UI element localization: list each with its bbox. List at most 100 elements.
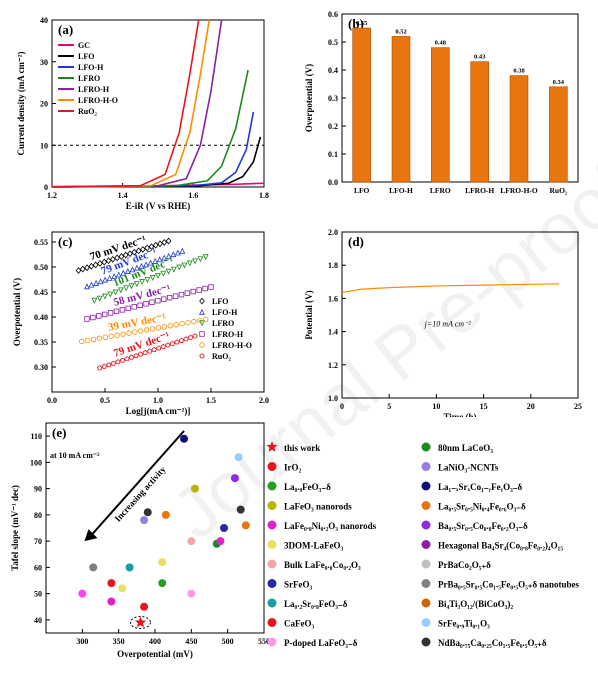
data-point [118,584,127,593]
x-tick-label: LFO-H [389,186,413,195]
data-point [144,244,150,252]
y-tick-label: 0.30 [34,363,48,372]
data-point [123,285,130,292]
data-point [131,248,138,256]
panel-d-stability-chart: 0 5 10 15 20 25 1.0 1.2 1.4 1.6 1.8 2.0 Time (h) Pote… [304,228,582,417]
data-point [140,516,149,525]
data-point [102,276,109,283]
legend-label: LFRO [212,319,234,328]
data-point [216,537,225,546]
x-tick-label: 350 [113,637,125,646]
x-tick-label: 1.6 [188,191,198,200]
x-tick-label: 2.0 [259,396,269,405]
legend-label: SrFe₀.₉Ti₀.₁O₃ [438,619,490,629]
legend-label: Ba₀.₅Sr₀.₅Co₀.₈Fe₀.₂O₃₋δ [438,521,528,531]
x-tick-label: 1.0 [153,396,163,405]
x-tick-label: 550 [258,637,270,646]
panel-c-tafel-chart: 0.0 0.5 1.0 1.5 2.0 0.30 0.35 0.40 0.45 0.50 0.55 L… [12,231,269,416]
legend-label: La₀.₅Sr₀.₅Ni₀.₄Fe₀.₆O₃₋δ [438,502,526,512]
data-point [125,563,134,572]
data-point [88,262,95,270]
data-point [106,362,112,368]
data-point [96,313,102,319]
legend-label: CaFeO₃ [284,619,314,629]
data-point [149,299,155,305]
data-point [173,322,179,328]
data-point [102,293,108,300]
legend-marker [267,462,277,471]
data-point [191,318,197,325]
data-point [156,256,163,263]
panel-label: (a) [58,22,73,37]
legend-label: LFO [212,297,228,306]
data-point [102,334,109,341]
legend-label: Hexagonal Ba₄Sr₄(Co₀.₈Fe₀.₂)₄O₁₅ [438,541,563,551]
y-tick-label: 50 [34,590,42,599]
data-point [107,579,116,588]
data-point [152,257,159,264]
data-point [138,263,145,269]
data-point [155,298,161,304]
data-point [75,267,82,274]
legend-marker [421,598,431,608]
y-tick-label: 0.3 [328,94,338,103]
data-point [126,330,132,336]
legend-marker [421,579,431,588]
data-point [96,295,103,302]
data-point [114,254,120,262]
data-point [127,250,133,258]
y-tick-label: 0.4 [328,66,338,75]
activity-arrow [89,430,185,537]
data-point [92,261,99,269]
legend-marker [421,481,431,491]
x-tick-label: 15 [480,402,488,411]
legend-label: SrFeO₃ [284,580,312,590]
y-tick-label: 110 [30,432,42,441]
data-point [174,339,180,345]
y-tick-label: 0.35 [34,338,48,347]
x-tick-label: 1.5 [206,396,216,405]
data-point [101,363,107,369]
data-point [147,259,154,266]
y-tick-label: 1.0 [328,394,338,403]
data-point [135,247,142,255]
legend-label: PrBaCo₂O₅₊δ [438,560,491,570]
data-point [174,249,181,256]
data-point [178,337,185,343]
data-point [129,266,136,273]
legend-label: LFO-H [212,308,238,317]
data-point [157,240,163,248]
bar-value-label: 0.55 [356,20,368,27]
data-point [220,524,229,532]
legend-label: La₀.₉FeO₃₋δ [284,482,331,492]
y-axis-label: Overpotential (V) [12,278,22,346]
x-tick-label: 300 [76,637,88,646]
data-point [79,265,86,273]
data-point [91,297,98,304]
data-point [115,271,122,278]
legend-marker [421,520,431,530]
panel-b-overpotential-bar-chart: 0.0 0.1 0.2 0.3 0.4 0.5 0.6 Overpotential (V) (b… [304,10,579,195]
y-tick-label: 1.8 [328,261,338,270]
data-point [143,508,152,517]
data-point [97,260,103,267]
legend-marker [421,637,431,647]
data-point [128,354,135,360]
y-tick-label: 1.6 [328,294,338,303]
data-point [197,256,204,263]
bar-value-label: 0.52 [395,28,406,35]
data-point [131,304,137,310]
y-tick-label: 0 [44,183,48,192]
y-tick-label: 40 [40,16,48,25]
data-point [148,243,155,251]
data-point [101,258,108,266]
data-point [184,290,191,296]
data-point [190,288,196,295]
data-point [230,474,239,483]
data-point [167,323,173,329]
x-tick-label: LFO [354,186,370,195]
data-point [90,336,97,343]
legend-label: LFRO-H-O [78,96,118,105]
data-point [107,310,114,316]
y-tick-label: 100 [30,458,42,467]
